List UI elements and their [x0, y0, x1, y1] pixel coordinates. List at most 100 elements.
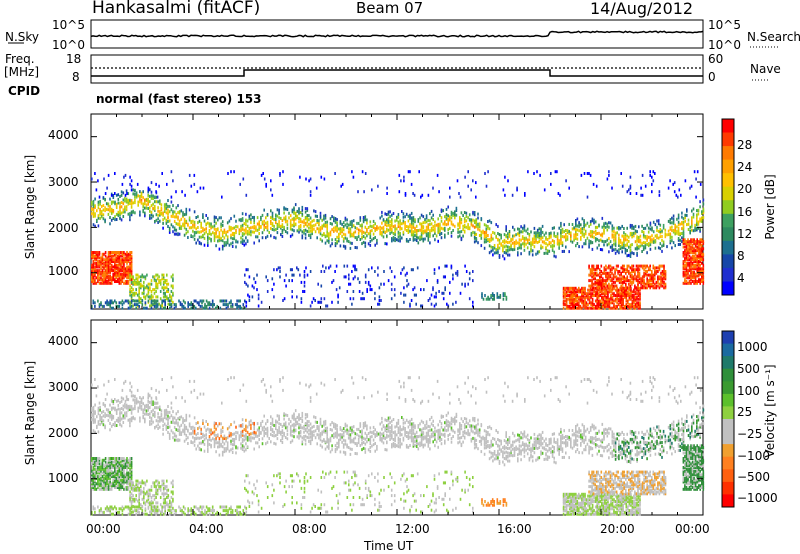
power-cell [480, 236, 483, 240]
power-cell [422, 229, 425, 233]
velocity-cell [202, 432, 204, 436]
power-cell [570, 306, 572, 310]
power-cell [177, 204, 179, 208]
power-cell [646, 273, 648, 277]
power-cell [200, 235, 202, 239]
power-cell [636, 237, 638, 241]
power-cell [588, 224, 590, 228]
power-cell [649, 227, 652, 231]
power-cell [611, 266, 613, 270]
power-cell [363, 190, 365, 194]
power-cell [681, 240, 683, 244]
power-cell [103, 280, 105, 283]
power-cell [399, 222, 401, 226]
power-cell [130, 179, 133, 183]
power-cell [699, 280, 701, 283]
power-cell [533, 172, 535, 175]
power-cell [182, 304, 185, 308]
power-cell [172, 210, 174, 214]
power-cell [587, 306, 589, 310]
power-cell [109, 270, 111, 274]
power-cell [92, 269, 95, 273]
power-cell [97, 280, 99, 283]
velocity-cell [185, 433, 188, 437]
power-cell [581, 288, 583, 292]
power-cell [681, 215, 683, 219]
power-cell [192, 235, 194, 239]
power-cell [366, 290, 368, 293]
power-cell [91, 280, 93, 283]
power-cbar-tick: 4 [737, 271, 745, 285]
power-cell [520, 225, 522, 229]
power-cell [121, 272, 124, 276]
power-cell [114, 299, 116, 303]
power-cell [651, 270, 653, 273]
power-cell [104, 258, 107, 262]
power-cell [203, 219, 206, 223]
power-cell [682, 261, 685, 265]
power-cell [610, 288, 612, 292]
power-cell [626, 270, 629, 273]
power-cell [167, 220, 169, 223]
power-cell [281, 235, 284, 238]
power-cell [109, 265, 111, 269]
power-cell [412, 218, 415, 222]
power-cell [600, 273, 603, 277]
power-cell [599, 284, 601, 288]
power-cell [560, 234, 562, 238]
power-cell [127, 202, 130, 206]
power-cell [386, 228, 388, 231]
power-cell [591, 247, 594, 251]
power-cell [207, 243, 209, 247]
power-cell [582, 294, 585, 297]
power-cell [702, 254, 705, 258]
power-cell [169, 299, 171, 303]
power-cell [607, 299, 609, 303]
power-cell [356, 221, 358, 225]
power-cell [697, 208, 700, 212]
power-cell [691, 243, 694, 247]
power-cell [155, 195, 158, 199]
power-cell [682, 230, 685, 234]
power-cell [401, 227, 403, 231]
power-cell [487, 225, 489, 228]
power-cell [311, 232, 313, 236]
power-cell [124, 272, 127, 276]
power-cell [387, 279, 390, 283]
power-cell [602, 280, 604, 284]
power-cell [702, 265, 705, 269]
power-cell [605, 273, 607, 277]
power-cell [178, 222, 181, 226]
power-cell [520, 230, 522, 234]
velocity-cell [183, 423, 186, 427]
power-cell [642, 227, 645, 230]
velocity-cell [159, 416, 161, 420]
power-cell [126, 272, 128, 276]
power-cell [270, 226, 272, 230]
power-cell [135, 291, 137, 295]
power-cell [104, 254, 107, 258]
power-cell [103, 177, 105, 181]
power-cell [673, 190, 676, 194]
power-cell [473, 219, 476, 223]
power-cell [182, 211, 184, 215]
power-cell [521, 242, 524, 246]
power-cell [420, 304, 422, 308]
power-cell [655, 271, 658, 275]
power-cell [677, 243, 680, 246]
power-cell [633, 290, 635, 294]
power-cell [684, 260, 686, 263]
power-cell [94, 272, 96, 276]
power-cell [694, 267, 697, 271]
power-cell [400, 271, 402, 275]
power-cell [687, 252, 689, 256]
power-cell [594, 232, 597, 236]
power-cell [693, 270, 695, 274]
power-cell [369, 288, 372, 292]
power-cell [581, 245, 584, 249]
power-cell [366, 288, 368, 292]
power-cell [523, 244, 526, 248]
power-cell [682, 227, 685, 231]
power-cell [459, 222, 461, 226]
power-cell [639, 292, 641, 296]
